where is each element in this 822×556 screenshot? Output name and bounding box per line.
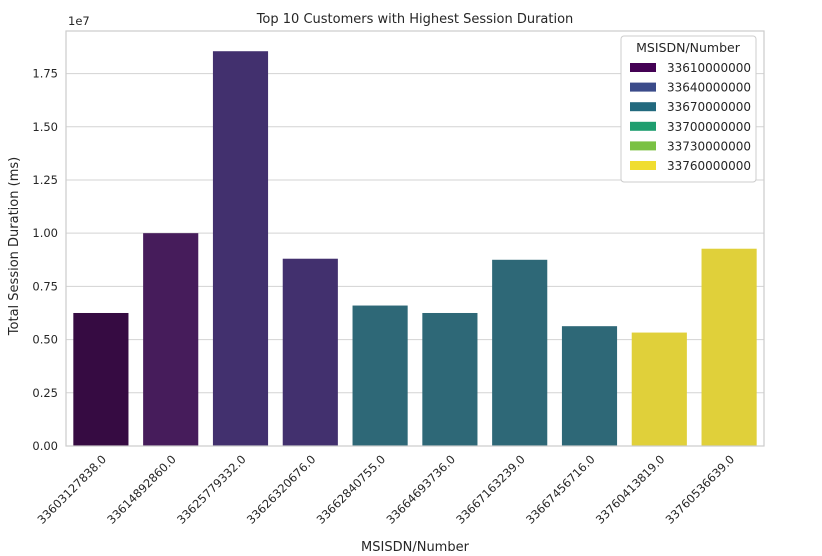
legend: MSISDN/Number 33610000000 33640000000 3367… — [620, 35, 757, 183]
x-tick-label: 33667456716.0 — [523, 452, 598, 527]
legend-swatch — [630, 82, 656, 92]
x-tick-label: 33625779332.0 — [174, 452, 249, 527]
bar — [422, 312, 478, 446]
legend-swatch — [630, 161, 656, 170]
bar — [631, 332, 687, 446]
legend-label: 33700000000 — [667, 120, 751, 134]
y-tick-label: 1.75 — [32, 67, 58, 81]
bar — [212, 51, 269, 446]
bar — [73, 312, 129, 446]
y-tick-label: 1.25 — [32, 173, 58, 187]
legend-title: MSISDN/Number — [636, 40, 741, 55]
legend-swatch — [630, 141, 656, 151]
legend-swatch — [630, 102, 656, 112]
bars — [73, 51, 757, 446]
y-tick-label: 1.50 — [32, 120, 58, 134]
y-tick-label: 0.00 — [32, 439, 58, 453]
legend-label: 33760000000 — [667, 159, 751, 173]
bar — [282, 258, 338, 446]
y-tick-label: 0.25 — [32, 386, 58, 400]
y-tick-label: 1.00 — [32, 226, 58, 240]
bar — [701, 248, 757, 446]
x-tick-label: 33760413819.0 — [593, 452, 668, 527]
x-axis-label: MSISDN/Number — [361, 540, 470, 555]
chart-title: Top 10 Customers with Highest Session Du… — [256, 12, 574, 27]
legend-entries: 33610000000 33640000000 33670000000 3370000… — [630, 61, 751, 173]
y-tick-label: 0.50 — [32, 333, 58, 347]
x-tick-labels: 33603127838.033614892860.033625779332.03… — [34, 452, 737, 527]
legend-label: 33640000000 — [667, 81, 751, 95]
x-tick-label: 33603127838.0 — [34, 452, 109, 527]
y-tick-labels: 0.00 0.25 0.50 0.75 1.00 1.25 1.50 1.75 — [32, 67, 58, 453]
legend-label: 33670000000 — [667, 100, 751, 114]
legend-label: 33610000000 — [667, 61, 751, 75]
x-tick-label: 33662840755.0 — [314, 452, 389, 527]
bar — [352, 305, 408, 446]
legend-swatch — [630, 63, 656, 72]
bar — [492, 259, 548, 446]
legend-label: 33730000000 — [667, 139, 751, 153]
x-tick-label: 33614892860.0 — [104, 452, 179, 527]
x-tick-label: 33760536639.0 — [663, 452, 738, 527]
plot-frame — [65, 30, 765, 447]
y-scale-label: 1e7 — [68, 14, 90, 28]
y-tick-label: 0.75 — [32, 279, 58, 293]
x-tick-label: 33626320676.0 — [244, 452, 319, 527]
legend-swatch — [630, 121, 656, 131]
x-tick-label: 33664693736.0 — [383, 452, 458, 527]
y-axis-label: Total Session Duration (ms) — [7, 157, 22, 336]
bar — [561, 326, 618, 446]
x-tick-label: 33667163239.0 — [453, 452, 528, 527]
bar — [143, 233, 199, 446]
